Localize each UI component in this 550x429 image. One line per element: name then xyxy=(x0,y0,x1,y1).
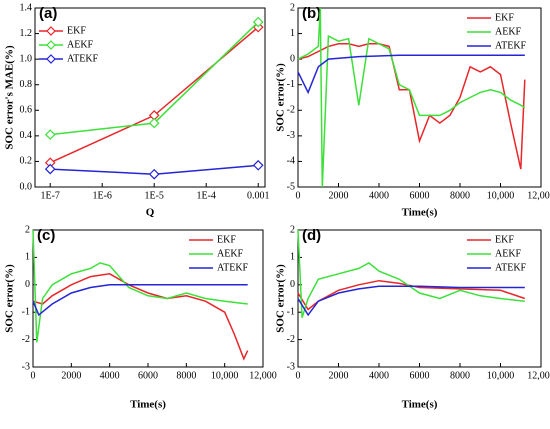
x-tick-label: 1E-6 xyxy=(92,190,111,201)
legend-label: ATEKF xyxy=(67,53,99,64)
x-tick-label: 12,000 xyxy=(527,190,550,201)
y-tick-label: -3 xyxy=(22,361,30,372)
plot-frame xyxy=(34,7,266,188)
y-tick-label: 0 xyxy=(25,279,30,290)
panel-label: (c) xyxy=(37,227,55,244)
y-tick-label: -4 xyxy=(287,156,295,167)
y-tick-label: 2 xyxy=(290,2,295,13)
y-tick-label: 1 xyxy=(290,28,295,39)
x-axis-label: Q xyxy=(146,207,155,219)
x-tick-label: 0 xyxy=(296,370,301,381)
point-marker xyxy=(148,168,160,180)
x-tick-label: 4000 xyxy=(369,190,389,201)
x-tick-label: 10,000 xyxy=(487,370,515,381)
point-marker xyxy=(252,159,264,171)
series-line xyxy=(32,273,249,361)
y-axis-label: SOC error's MAE(%) xyxy=(4,45,16,150)
x-axis-label: Time(s) xyxy=(402,207,438,219)
x-tick-label: 0.001 xyxy=(247,190,270,201)
y-tick-label: 1.0 xyxy=(20,53,33,64)
series-line xyxy=(297,54,525,95)
x-tick-label: 10,000 xyxy=(211,370,239,381)
legend-label: EKF xyxy=(217,234,236,245)
series-line xyxy=(297,285,525,317)
panel-label: (b) xyxy=(302,5,321,22)
legend-label: AEKF xyxy=(217,248,244,259)
y-tick-label: 1.2 xyxy=(20,28,33,39)
x-tick-label: 6000 xyxy=(410,370,430,381)
legend-label: ATEKF xyxy=(495,262,527,273)
point-marker xyxy=(44,129,56,140)
series-line xyxy=(32,229,248,343)
x-tick-label: 1E-4 xyxy=(196,190,215,201)
x-tick-label: 2000 xyxy=(329,190,349,201)
x-tick-label: 1E-5 xyxy=(144,190,163,201)
y-tick-label: -1 xyxy=(287,306,295,317)
x-tick-label: 8000 xyxy=(450,370,470,381)
x-tick-label: 2000 xyxy=(329,370,349,381)
x-tick-label: 12,000 xyxy=(527,370,550,381)
x-tick-label: 12,000 xyxy=(249,370,277,381)
y-tick-label: -2 xyxy=(22,334,30,345)
point-marker xyxy=(148,117,160,129)
y-tick-label: 2 xyxy=(290,224,295,235)
x-tick-label: 4000 xyxy=(100,370,120,381)
x-tick-label: 0 xyxy=(296,190,301,201)
y-tick-label: -2 xyxy=(287,105,295,116)
y-axis-label: SOC error(%) xyxy=(275,264,287,333)
series-line xyxy=(297,229,525,318)
x-tick-label: 8000 xyxy=(176,370,196,381)
x-tick-label: 8000 xyxy=(450,190,470,201)
series-line xyxy=(297,7,526,188)
x-tick-label: 1E-7 xyxy=(40,190,59,201)
x-axis-label: Time(s) xyxy=(402,399,438,411)
y-tick-label: 0.2 xyxy=(20,156,33,167)
y-tick-label: 0 xyxy=(290,53,295,64)
legend-label: EKF xyxy=(495,234,514,245)
x-tick-label: 6000 xyxy=(410,190,430,201)
y-tick-label: 1.4 xyxy=(20,2,33,13)
y-tick-label: 2 xyxy=(25,224,30,235)
y-tick-label: 0.8 xyxy=(20,79,33,90)
y-tick-label: 0 xyxy=(290,279,295,290)
y-tick-label: 1 xyxy=(25,252,30,263)
legend-label: ATEKF xyxy=(217,262,249,273)
legend-marker xyxy=(46,54,56,64)
legend-label: EKF xyxy=(495,12,514,23)
x-tick-label: 2000 xyxy=(61,370,81,381)
x-tick-label: 0 xyxy=(31,370,36,381)
x-tick-label: 4000 xyxy=(369,370,389,381)
panel-label: (d) xyxy=(302,227,321,244)
x-tick-label: 6000 xyxy=(138,370,158,381)
legend-label: EKF xyxy=(67,25,86,36)
y-tick-label: -1 xyxy=(22,306,30,317)
series-line xyxy=(297,43,526,170)
y-tick-label: -3 xyxy=(287,361,295,372)
legend-label: AEKF xyxy=(67,39,94,50)
legend-label: ATEKF xyxy=(495,40,527,51)
series-line xyxy=(297,279,526,311)
legend-label: AEKF xyxy=(495,248,522,259)
y-tick-label: -3 xyxy=(287,130,295,141)
x-axis-label: Time(s) xyxy=(130,399,166,411)
x-tick-label: 10,000 xyxy=(487,190,515,201)
y-axis-label: SOC error(%) xyxy=(275,63,287,132)
y-tick-label: 0.0 xyxy=(20,181,33,192)
y-tick-label: -5 xyxy=(287,181,295,192)
legend-marker xyxy=(46,40,56,50)
y-tick-label: -2 xyxy=(287,334,295,345)
legend-marker xyxy=(46,26,56,36)
y-tick-label: 0.6 xyxy=(20,105,33,116)
panel-label: (a) xyxy=(39,5,57,22)
y-tick-label: -1 xyxy=(287,79,295,90)
y-tick-label: 0.4 xyxy=(20,130,33,141)
y-axis-label: SOC error(%) xyxy=(4,264,16,333)
point-marker xyxy=(44,163,56,175)
point-marker xyxy=(252,16,264,28)
legend-label: AEKF xyxy=(495,26,522,37)
y-tick-label: 1 xyxy=(290,252,295,263)
series-line xyxy=(32,284,248,317)
